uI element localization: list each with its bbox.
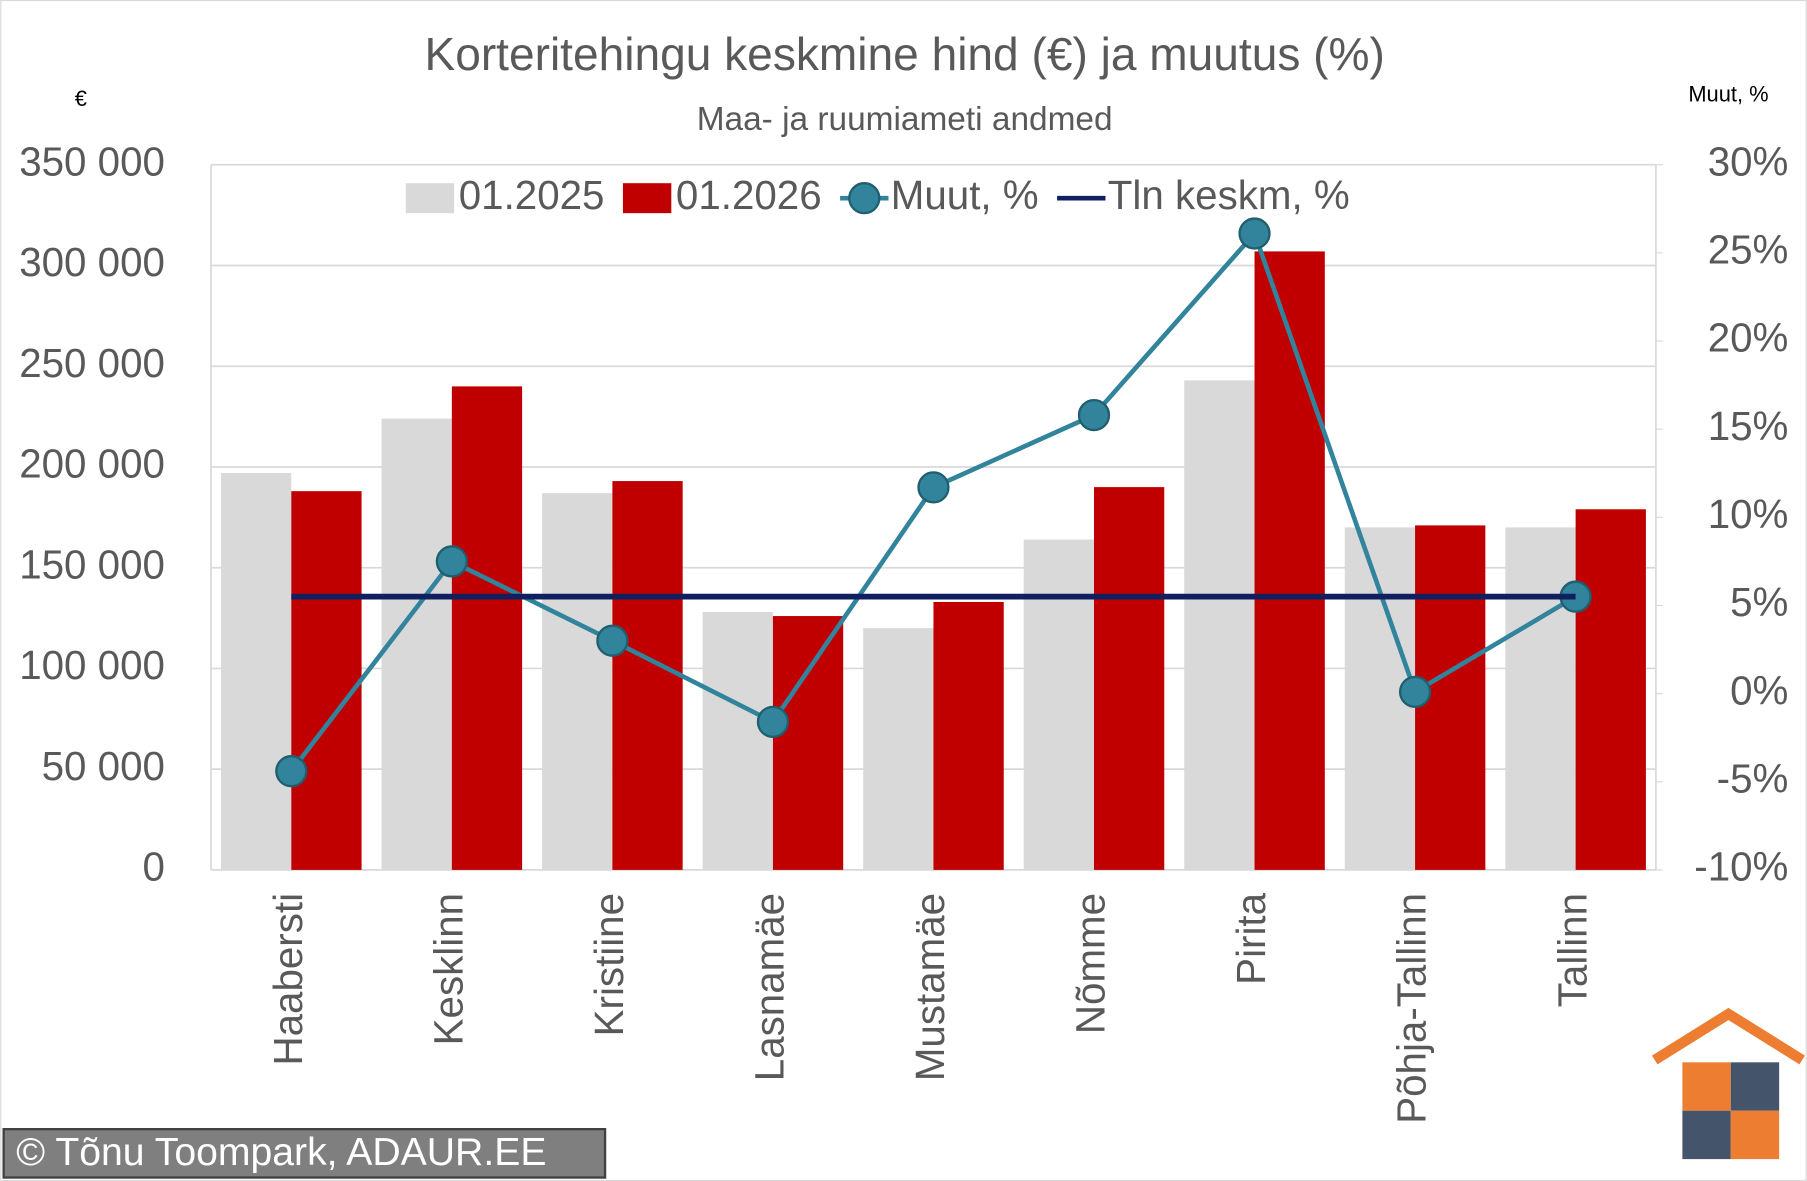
y-tick-label: 250 000 [19,340,165,386]
bar [772,616,844,870]
marker [1077,398,1111,432]
y2-tick-label: 25% [1708,227,1789,273]
bar [1184,380,1255,870]
bar [542,493,613,870]
y2-tick-label: 10% [1708,491,1789,537]
y-tick-label: 50 000 [42,743,165,789]
legend-swatch [848,182,881,215]
logo [1651,1007,1805,1160]
footer: © Tõnu Toompark, ADAUR.EE [16,1131,546,1174]
y2-tick-label: 15% [1708,403,1789,449]
legend-swatch [405,183,455,214]
bar [933,601,1004,870]
marker [756,705,790,738]
y-tick-label: 0 [143,844,165,890]
y2-tick-label: -10% [1694,844,1788,890]
x-tick-label: Kristiine [586,893,632,1036]
bar [612,481,683,870]
bar [702,612,773,870]
y-tick-label: 150 000 [19,541,165,587]
legend-label: 01.2025 [459,172,605,218]
y2-axis-label: Muut, % [1688,81,1768,106]
chart-subtitle: Maa- ja ruumiameti andmed [697,101,1113,138]
bar [221,473,292,870]
bar [863,628,934,870]
y2-tick-label: 5% [1730,579,1788,625]
marker [1238,217,1271,250]
bar [1093,487,1165,870]
x-tick-label: Tallinn [1549,893,1595,1007]
x-tick-label: Pirita [1228,892,1274,984]
bar [291,491,362,870]
x-tick-label: Mustamäe [907,893,953,1081]
legend-label: Tln keskm, % [1108,172,1350,218]
bar [1023,539,1094,870]
y-tick-label: 200 000 [19,441,165,487]
legend-swatch [622,183,672,214]
bar [1505,527,1576,870]
y2-tick-label: 0% [1730,667,1788,713]
x-tick-label: Haabersti [265,893,311,1066]
legend-label: Muut, % [891,172,1039,218]
x-tick-label: Lasnamäe [747,893,793,1081]
x-tick-label: Põhja-Tallinn [1389,893,1435,1124]
bar [1254,251,1325,870]
x-tick-label: Kesklinn [425,893,471,1045]
y-tick-label: 300 000 [19,239,165,285]
bar [1575,509,1646,870]
chart-title: Korteritehingu keskmine hind (€) ja muut… [424,28,1384,80]
y-tick-label: 100 000 [19,642,165,688]
legend-label: 01.2026 [676,172,822,218]
marker [275,755,308,788]
y2-tick-label: 30% [1708,138,1789,184]
bar [451,386,523,870]
y2-tick-label: 20% [1708,315,1789,361]
y-axis-label: € [75,86,87,111]
bar [381,418,452,870]
y-tick-label: 350 000 [19,138,165,184]
marker [917,471,950,504]
footer-box [2,1127,607,1179]
marker [1398,675,1432,708]
x-tick-label: Nõmme [1068,893,1114,1034]
marker [596,624,629,657]
marker [435,545,468,578]
y2-tick-label: -5% [1717,755,1789,801]
